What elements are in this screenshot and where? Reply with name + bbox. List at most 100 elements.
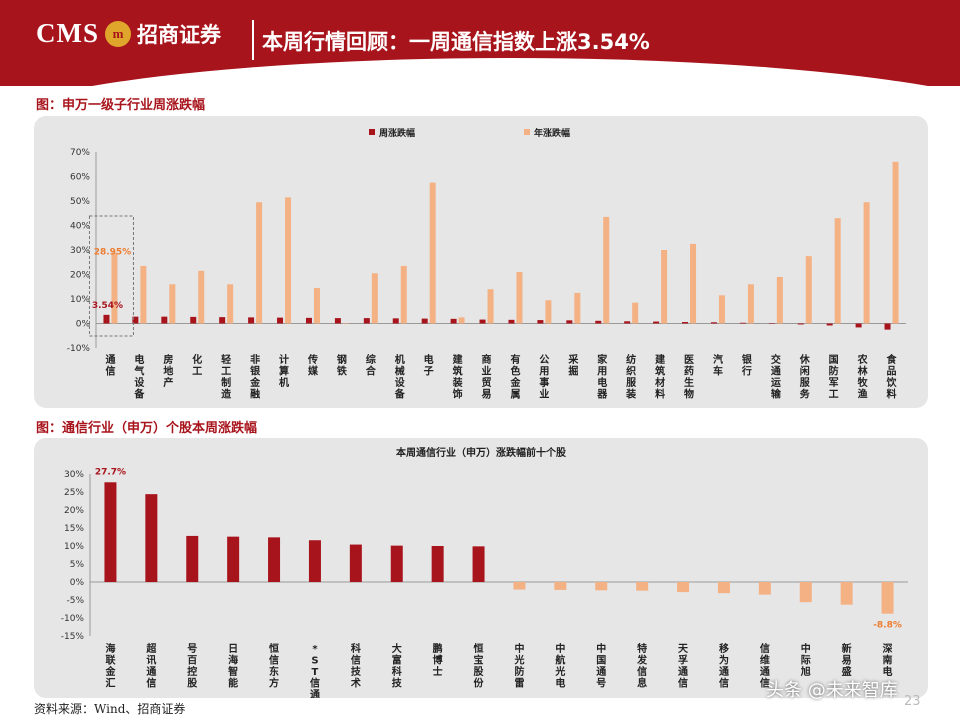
header-divider	[252, 20, 254, 60]
bar-yearly	[169, 284, 176, 324]
y-tick-label: 20%	[64, 506, 84, 516]
bar-weekly	[190, 316, 197, 324]
bar-weekly	[450, 318, 457, 324]
bar-yearly	[111, 252, 118, 324]
y-tick-label: 25%	[64, 488, 84, 498]
bar-yearly	[198, 270, 205, 324]
bar-weekly	[855, 323, 862, 328]
bar-stock	[349, 544, 362, 582]
x-tick-label: 轻工制造	[221, 353, 232, 401]
x-tick-label: 中际旭	[800, 642, 811, 678]
x-tick-label: 综合	[365, 353, 377, 378]
annotation-label: 3.54%	[92, 301, 123, 311]
bar-weekly	[334, 318, 341, 324]
bar-stock	[104, 482, 117, 582]
x-tick-label: 商业贸易	[482, 353, 492, 401]
bar-stock	[268, 537, 281, 582]
annotation-label: 27.7%	[95, 467, 126, 477]
x-tick-label: * S T 信通	[310, 644, 320, 698]
y-tick-label: -10%	[67, 344, 91, 354]
bar-yearly	[342, 323, 349, 324]
x-tick-label: 钢铁	[337, 353, 347, 378]
y-tick-label: -15%	[61, 632, 85, 642]
annotation-label: 28.95%	[94, 248, 132, 258]
bar-stock	[595, 582, 608, 591]
chart2-panel: 本周通信行业（申万）涨跌幅前十个股 -15% -10% -5% 0% 5% 10% 15% 20…	[34, 438, 928, 701]
bar-yearly	[516, 272, 523, 324]
x-tick-label: 国防军工	[829, 354, 839, 401]
y-tick-label: 40%	[70, 222, 90, 232]
bar-weekly	[653, 321, 660, 324]
x-tick-label: 计算机	[278, 353, 289, 389]
x-tick-label: 非银金融	[249, 353, 261, 401]
bar-yearly	[718, 295, 725, 324]
x-tick-label: 农林牧渔	[857, 353, 869, 401]
bar-weekly	[595, 320, 602, 324]
bar-weekly	[392, 318, 399, 324]
bar-weekly	[103, 314, 110, 324]
y-tick-label: 15%	[64, 524, 84, 534]
x-tick-label: 中国通号	[596, 642, 606, 690]
bar-yearly	[545, 300, 552, 324]
bar-weekly	[797, 323, 804, 325]
company-logo: CMS m 招商证券	[36, 18, 221, 49]
bar-stock	[308, 540, 321, 582]
bar-stock	[513, 582, 526, 590]
bar-weekly	[248, 317, 255, 324]
x-tick-label: 休闲服务	[799, 353, 811, 401]
bar-stock	[717, 582, 730, 594]
bar-weekly	[826, 323, 833, 326]
bar-yearly	[313, 287, 320, 324]
x-tick-label: 机械设备	[394, 353, 406, 401]
chart2-caption: 图：通信行业（申万）个股本周涨跌幅	[36, 421, 258, 436]
x-tick-label: 特发信息	[636, 642, 648, 690]
bar-weekly	[161, 316, 168, 324]
x-tick-label: 新易盛	[842, 642, 852, 678]
bar-weekly	[710, 322, 717, 324]
bar-yearly	[747, 284, 754, 324]
x-tick-label: 中航光电	[554, 642, 565, 690]
bar-yearly	[892, 161, 899, 324]
x-tick-label: 大富科技	[392, 642, 403, 690]
y-tick-label: 50%	[70, 197, 90, 207]
bar-yearly	[690, 243, 697, 324]
x-tick-label: 海联金汇	[104, 642, 116, 690]
legend-swatch	[369, 129, 375, 135]
bar-weekly	[884, 323, 891, 330]
bar-weekly	[219, 317, 226, 324]
y-tick-label: 5%	[70, 560, 85, 570]
bar-stock	[472, 546, 485, 582]
x-tick-label: 化工	[192, 353, 202, 378]
y-tick-label: 10%	[70, 295, 90, 305]
bar-stock	[636, 582, 649, 591]
x-tick-label: 公用事业	[538, 354, 549, 401]
y-tick-label: 10%	[64, 542, 84, 552]
bar-yearly	[285, 197, 292, 324]
y-tick-label: -5%	[66, 596, 84, 606]
bar-yearly	[371, 273, 378, 324]
x-tick-label: 恒信东方	[269, 642, 279, 690]
bar-stock	[881, 582, 894, 614]
bar-weekly	[624, 321, 631, 324]
legend-label: 年涨跌幅	[534, 127, 570, 139]
bar-yearly	[227, 284, 234, 324]
chart1-panel: -10% 0% 10% 20% 30% 40% 50% 60% 70% 周涨跌幅 年涨跌幅 通信 电气设…	[34, 116, 928, 408]
x-tick-label: 建筑材料	[654, 353, 666, 401]
legend-label: 周涨跌幅	[379, 127, 415, 139]
page-number: 23	[904, 694, 921, 709]
bar-yearly	[429, 182, 436, 324]
logo-cn-text: 招商证券	[137, 21, 221, 47]
y-tick-label: 0%	[70, 578, 85, 588]
header-banner: CMS m 招商证券 本周行情回顾：一周通信指数上涨3.54%	[0, 0, 960, 86]
bar-weekly	[421, 318, 428, 324]
bar-yearly	[632, 302, 639, 324]
x-tick-label: 天孚通信	[678, 643, 689, 690]
bar-weekly	[682, 322, 689, 324]
bar-yearly	[603, 216, 610, 324]
logo-emblem-icon: m	[105, 20, 131, 47]
source-note: 资料来源：Wind、招商证券	[34, 702, 186, 716]
x-tick-label: 鹏博士	[433, 642, 443, 678]
bar-yearly	[776, 276, 783, 324]
header-wave	[0, 58, 960, 86]
